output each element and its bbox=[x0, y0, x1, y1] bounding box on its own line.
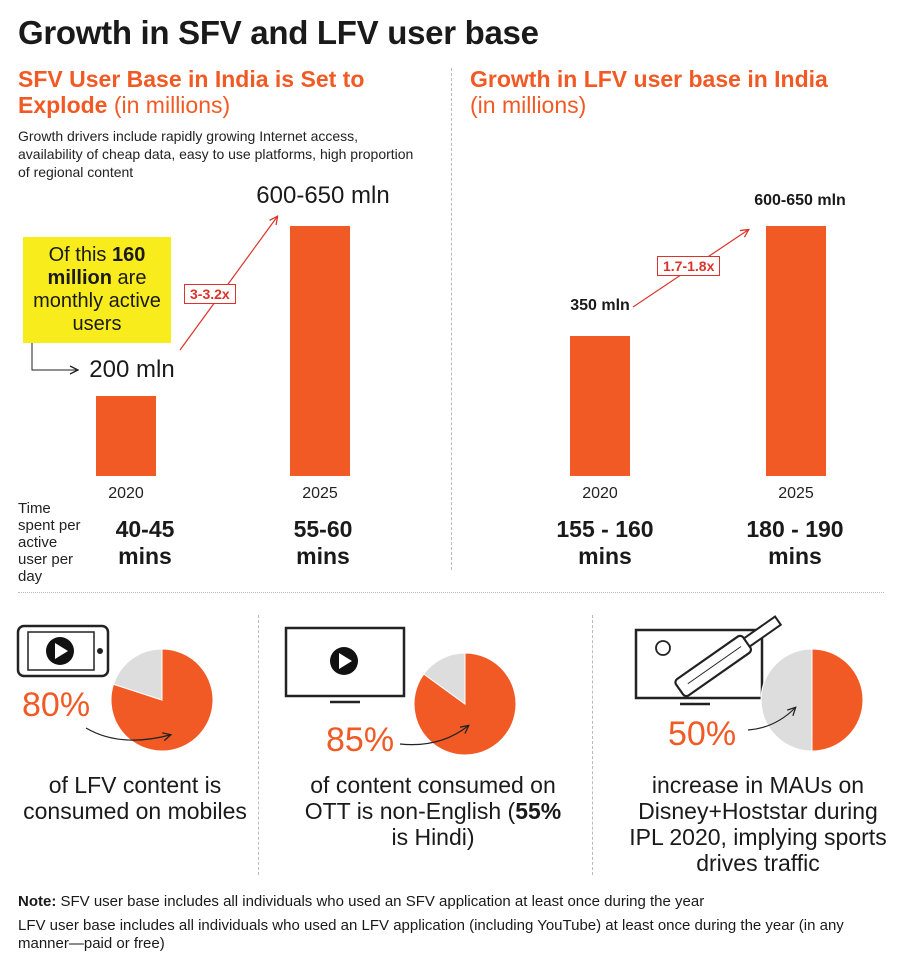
sfv-year-2020: 2020 bbox=[108, 485, 144, 502]
note-line1-text: SFV user base includes all individuals w… bbox=[56, 893, 705, 910]
sfv-2025-value-label: 600-650 mln bbox=[256, 182, 390, 209]
lfv-2020-value-label: 350 mln bbox=[570, 297, 630, 314]
lfv-multiplier-badge: 1.7-1.8x bbox=[657, 256, 721, 276]
lfv-2025-value-label: 600-650 mln bbox=[754, 192, 846, 209]
page-title: Growth in SFV and LFV user base bbox=[18, 14, 539, 51]
pie1-pointer-arrow bbox=[85, 727, 170, 740]
callout-pointer-arrow bbox=[31, 343, 77, 370]
sfv-2020-time-spent: 40-45 mins bbox=[115, 516, 175, 569]
pie2-slice-2 bbox=[423, 652, 466, 705]
lfv-bar-2025 bbox=[766, 226, 826, 476]
pie1-caption: of LFV content is consumed on mobiles bbox=[23, 772, 247, 824]
sfv-title-unit: (in millions) bbox=[113, 92, 231, 118]
sfv-growth-arrow bbox=[179, 217, 277, 351]
sfv-title-text: SFV User Base in India is Set to Explode bbox=[18, 66, 365, 118]
lfv-year-2020: 2020 bbox=[582, 485, 618, 502]
sfv-bar-2020 bbox=[96, 396, 156, 476]
lfv-2020-time-spent: 155 - 160 mins bbox=[556, 516, 654, 569]
sfv-year-2025: 2025 bbox=[302, 485, 338, 502]
sfv-chart-title: SFV User Base in India is Set to Explode… bbox=[18, 66, 438, 118]
growth-drivers-text: Growth drivers include rapidly growing I… bbox=[18, 128, 414, 180]
pie1-slice-1 bbox=[110, 648, 214, 752]
pie2-pointer-arrow bbox=[399, 726, 468, 746]
sfv-multiplier-badge: 3-3.2x bbox=[184, 284, 236, 304]
pie3-caption: increase in MAUs on Disney+Hoststar duri… bbox=[629, 772, 887, 876]
stat-separator-2 bbox=[592, 615, 593, 875]
pie3-slice-2 bbox=[760, 648, 813, 752]
mau-callout: Of this 160 million are monthly active u… bbox=[23, 237, 171, 343]
lfv-title-text: Growth in LFV user base in India bbox=[470, 66, 828, 92]
cricket-bat-icon bbox=[634, 615, 783, 706]
tv-icon bbox=[284, 626, 406, 704]
pie2-caption-post: is Hindi) bbox=[391, 824, 475, 850]
pie2-caption-bold: 55% bbox=[515, 798, 562, 824]
lfv-chart-title: Growth in LFV user base in India (in mil… bbox=[470, 66, 890, 118]
sfv-bar-2025 bbox=[290, 226, 350, 476]
pie3-percent: 50% bbox=[668, 715, 737, 753]
lfv-bar-2020 bbox=[570, 336, 630, 476]
phone-icon bbox=[16, 624, 110, 678]
pie2-caption-pre: of content consumed on OTT is non-Englis… bbox=[304, 772, 556, 824]
callout-pre: Of this bbox=[48, 244, 112, 266]
lfv-title-unit: (in millions) bbox=[470, 92, 587, 118]
sfv-2020-value-label: 200 mln bbox=[89, 356, 175, 383]
time-spent-label: Time spent per active user per day bbox=[18, 500, 81, 585]
callout-post: are monthly active users bbox=[33, 267, 161, 335]
stat-separator-1 bbox=[258, 615, 259, 875]
note-line-2: LFV user base includes all individuals w… bbox=[18, 917, 844, 952]
pie3-pointer-arrow bbox=[747, 708, 795, 731]
note-label: Note: bbox=[18, 893, 57, 910]
pie2-percent: 85% bbox=[326, 721, 395, 759]
note-line-1: Note: SFV user base includes all individ… bbox=[18, 893, 884, 911]
pie2-caption: of content consumed on OTT is non-Englis… bbox=[298, 772, 568, 850]
sfv-2025-time-spent: 55-60 mins bbox=[293, 516, 353, 569]
vertical-separator bbox=[451, 68, 452, 570]
lfv-2025-time-spent: 180 - 190 mins bbox=[746, 516, 844, 569]
lfv-year-2025: 2025 bbox=[778, 485, 814, 502]
callout-strong: 160 million bbox=[47, 244, 146, 289]
pie1-slice-2 bbox=[112, 648, 163, 701]
pie3-slice-1 bbox=[811, 648, 864, 752]
pie1-percent: 80% bbox=[22, 686, 91, 724]
horizontal-separator bbox=[18, 592, 884, 593]
